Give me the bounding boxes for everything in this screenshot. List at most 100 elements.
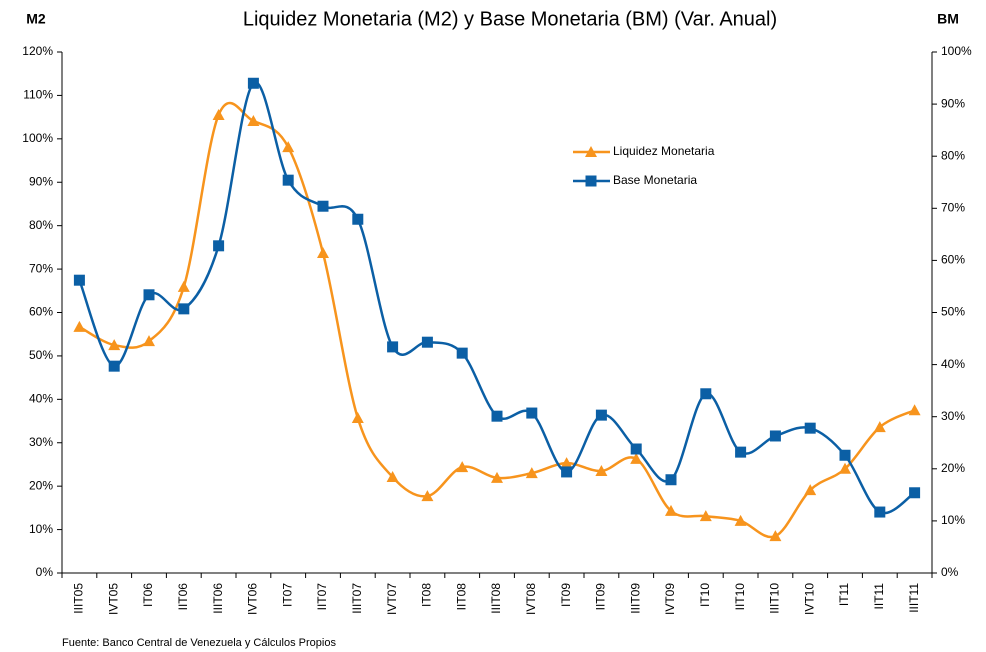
x-tick-label: IIIT09: [628, 583, 642, 614]
y2-tick-label: 30%: [941, 409, 965, 423]
y2-tick-label: 80%: [941, 148, 965, 162]
y-tick-label: 0%: [36, 565, 54, 579]
marker: [839, 462, 851, 474]
series-line: [78, 81, 916, 515]
marker: [282, 174, 294, 186]
x-tick-label: IT07: [280, 583, 294, 607]
marker: [908, 404, 921, 416]
marker: [525, 467, 538, 479]
x-tick-label: IIT09: [594, 583, 608, 611]
marker: [212, 108, 225, 120]
marker: [839, 449, 851, 461]
marker: [804, 422, 816, 434]
y-tick-label: 40%: [29, 392, 53, 406]
x-tick-label: IVT10: [802, 583, 816, 615]
x-tick-label: IIT11: [872, 583, 886, 610]
marker: [282, 141, 295, 153]
y2-tick-label: 0%: [941, 565, 959, 579]
marker: [317, 247, 329, 259]
x-tick-label: IVT06: [246, 583, 260, 615]
x-tick-label: IT09: [559, 583, 573, 607]
x-tick-label: IT08: [420, 583, 434, 607]
marker: [561, 466, 573, 478]
marker: [699, 510, 712, 522]
marker: [247, 115, 260, 127]
y-tick-label: 90%: [29, 174, 53, 188]
y-tick-label: 110%: [23, 88, 53, 102]
marker: [73, 274, 85, 286]
x-tick-label: IVT08: [524, 583, 538, 615]
x-tick-label: IT06: [141, 583, 155, 607]
marker: [108, 339, 121, 351]
marker: [213, 240, 225, 252]
marker: [491, 410, 503, 422]
y-tick-label: 100%: [22, 131, 53, 145]
legend-marker: [585, 146, 597, 157]
y2-tick-label: 50%: [941, 305, 965, 319]
marker: [769, 430, 781, 442]
y-tick-label: 120%: [22, 44, 53, 58]
marker: [456, 461, 469, 473]
marker: [734, 514, 747, 526]
y2-tick-label: 60%: [941, 253, 965, 267]
legend-label: Liquidez Monetaria: [613, 144, 715, 158]
marker: [630, 443, 642, 455]
marker: [143, 289, 155, 301]
marker: [247, 77, 259, 89]
marker: [909, 487, 921, 499]
marker: [351, 412, 364, 424]
x-tick-label: IVT09: [663, 583, 677, 615]
marker: [873, 421, 886, 433]
x-tick-label: IIIT08: [489, 583, 503, 614]
y-axis-label: M2: [26, 11, 46, 27]
marker: [491, 471, 503, 483]
x-tick-label: IIT10: [733, 583, 747, 611]
y2-tick-label: 100%: [941, 44, 972, 58]
y-tick-label: 60%: [29, 305, 53, 319]
marker: [73, 320, 86, 332]
marker: [387, 341, 399, 353]
x-tick-label: IT10: [698, 583, 712, 607]
marker: [700, 388, 712, 400]
y-tick-label: 70%: [29, 261, 53, 275]
x-tick-label: IVT07: [385, 583, 399, 615]
marker: [595, 464, 608, 476]
y2-tick-label: 10%: [941, 513, 965, 527]
marker: [177, 280, 190, 292]
source-note: Fuente: Banco Central de Venezuela y Cál…: [62, 637, 336, 649]
marker: [526, 407, 538, 419]
marker: [108, 360, 120, 372]
y-tick-label: 20%: [29, 478, 53, 492]
legend-label: Base Monetaria: [613, 173, 697, 187]
x-tick-label: IIT07: [315, 583, 329, 611]
x-tick-label: IIIT07: [350, 583, 364, 614]
x-tick-label: IIIT06: [211, 583, 225, 614]
marker: [421, 490, 434, 502]
y-tick-label: 50%: [29, 348, 53, 362]
chart-title: Liquidez Monetaria (M2) y Base Monetaria…: [243, 8, 777, 30]
x-tick-label: IIIT11: [907, 583, 921, 613]
marker: [735, 446, 747, 458]
marker: [421, 336, 433, 348]
y-tick-label: 80%: [29, 218, 53, 232]
marker: [804, 484, 817, 496]
y2-axis-label: BM: [937, 11, 959, 27]
y2-tick-label: 40%: [941, 357, 965, 371]
y2-tick-label: 90%: [941, 96, 965, 110]
y2-tick-label: 20%: [941, 461, 965, 475]
legend-marker: [585, 175, 597, 187]
x-tick-label: IVT05: [106, 583, 120, 615]
marker: [874, 506, 886, 518]
x-tick-label: IIIT05: [72, 583, 86, 614]
marker: [595, 409, 607, 421]
marker: [317, 200, 329, 212]
y2-tick-label: 70%: [941, 200, 965, 214]
marker: [630, 452, 643, 464]
marker: [352, 213, 364, 225]
marker: [769, 530, 782, 542]
x-tick-label: IIT06: [176, 583, 190, 611]
x-tick-label: IIIT10: [768, 583, 782, 614]
marker: [665, 504, 677, 516]
x-tick-label: IIT08: [454, 583, 468, 611]
